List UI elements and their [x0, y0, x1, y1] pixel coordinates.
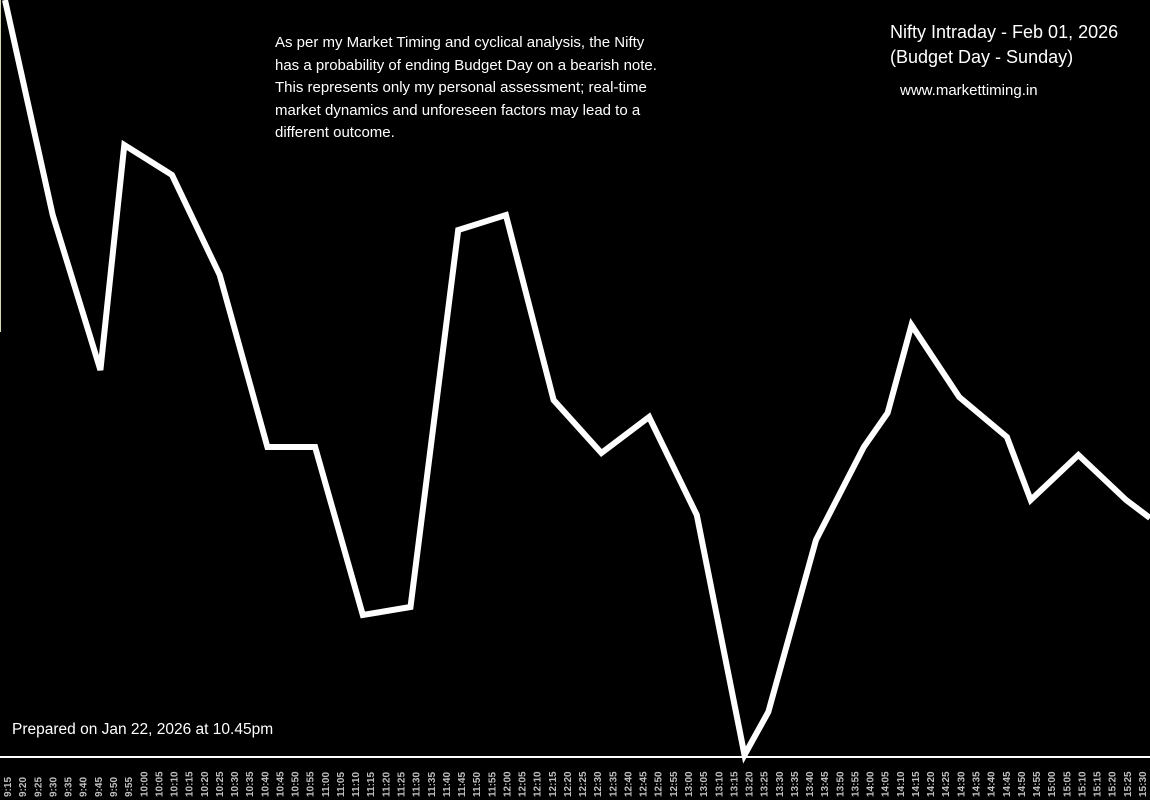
x-tick-label: 14:10 — [896, 771, 907, 797]
x-tick-label: 12:30 — [593, 771, 604, 797]
x-tick-label: 11:55 — [487, 772, 498, 797]
analysis-note: As per my Market Timing and cyclical ana… — [275, 34, 657, 141]
x-tick-label: 13:10 — [714, 771, 725, 797]
x-tick-label: 10:25 — [215, 771, 226, 797]
x-tick-label: 13:20 — [745, 771, 756, 797]
website-label: www.markettiming.in — [900, 82, 1038, 99]
x-tick-label: 12:10 — [533, 771, 544, 797]
x-tick-label: 10:30 — [230, 771, 241, 797]
x-tick-label: 11:15 — [366, 772, 377, 797]
x-tick-label: 9:15 — [3, 777, 14, 797]
x-tick-label: 15:05 — [1062, 771, 1073, 797]
chart-subtitle: (Budget Day - Sunday) — [890, 47, 1074, 67]
x-tick-label: 10:20 — [200, 771, 211, 797]
x-tick-label: 10:10 — [170, 771, 181, 797]
x-tick-label: 14:35 — [971, 771, 982, 797]
x-tick-label: 14:55 — [1032, 771, 1043, 797]
x-tick-label: 9:30 — [48, 777, 59, 797]
x-tick-label: 10:05 — [154, 771, 165, 797]
x-tick-label: 14:00 — [866, 771, 877, 797]
x-tick-label: 11:40 — [442, 772, 453, 797]
x-tick-label: 10:50 — [291, 771, 302, 797]
x-tick-label: 15:25 — [1123, 771, 1134, 797]
x-tick-label: 12:55 — [669, 771, 680, 797]
x-tick-label: 12:00 — [502, 771, 513, 797]
x-tick-label: 11:00 — [321, 772, 332, 797]
x-tick-label: 14:45 — [1002, 771, 1013, 797]
x-tick-label: 15:15 — [1093, 771, 1104, 797]
x-tick-label: 13:45 — [820, 771, 831, 797]
chart-title: Nifty Intraday - Feb 01, 2026 — [890, 22, 1119, 42]
x-tick-label: 11:05 — [336, 772, 347, 797]
x-tick-label: 12:45 — [639, 771, 650, 797]
x-tick-label: 11:30 — [412, 772, 423, 797]
x-tick-label: 13:05 — [699, 771, 710, 797]
x-tick-label: 14:20 — [926, 771, 937, 797]
prepared-date-label: Prepared on Jan 22, 2026 at 10.45pm — [12, 721, 274, 738]
x-tick-label: 10:55 — [306, 771, 317, 797]
x-tick-label: 13:15 — [729, 771, 740, 797]
x-tick-label: 14:05 — [881, 771, 892, 797]
x-tick-label: 10:15 — [185, 771, 196, 797]
x-tick-label: 12:25 — [578, 771, 589, 797]
x-tick-label: 12:35 — [608, 771, 619, 797]
x-tick-label: 11:25 — [396, 772, 407, 797]
x-tick-label: 14:30 — [956, 771, 967, 797]
x-tick-label: 11:35 — [427, 772, 438, 797]
x-tick-label: 12:50 — [654, 771, 665, 797]
x-tick-label: 15:20 — [1108, 771, 1119, 797]
x-tick-label: 11:50 — [472, 772, 483, 797]
x-tick-label: 13:50 — [835, 771, 846, 797]
series-line — [2, 0, 1150, 764]
x-tick-label: 13:30 — [775, 771, 786, 797]
x-tick-label: 13:00 — [684, 771, 695, 797]
x-tick-label: 14:40 — [987, 771, 998, 797]
chart-title-block: Nifty Intraday - Feb 01, 2026 (Budget Da… — [877, 20, 1137, 101]
x-tick-label: 13:35 — [790, 771, 801, 797]
x-tick-label: 9:55 — [124, 777, 135, 797]
x-tick-label: 15:00 — [1047, 771, 1058, 797]
x-tick-label: 15:10 — [1077, 771, 1088, 797]
x-tick-label: 9:40 — [79, 777, 90, 797]
x-tick-label: 13:25 — [760, 771, 771, 797]
x-tick-label: 9:20 — [18, 777, 29, 797]
x-tick-label: 9:25 — [33, 777, 44, 797]
x-tick-label: 11:20 — [381, 772, 392, 797]
x-tick-label: 15:30 — [1138, 771, 1149, 797]
x-tick-label: 9:35 — [64, 777, 75, 797]
x-tick-label: 12:05 — [518, 771, 529, 797]
x-tick-label: 14:25 — [941, 771, 952, 797]
x-tick-label: 13:55 — [850, 771, 861, 797]
x-tick-label: 12:15 — [548, 771, 559, 797]
x-tick-label: 11:10 — [351, 772, 362, 797]
x-tick-label: 10:35 — [245, 771, 256, 797]
x-tick-label: 10:45 — [275, 771, 286, 797]
series-group — [2, 0, 1150, 764]
x-tick-label: 14:50 — [1017, 771, 1028, 797]
x-axis-ticks: 9:15 9:20 9:25 9:30 9:35 9:40 9:45 9:50 9:55 10:0… — [3, 771, 1149, 797]
x-tick-label: 9:45 — [94, 777, 105, 797]
x-tick-label: 9:50 — [109, 777, 120, 797]
x-tick-label: 13:40 — [805, 771, 816, 797]
x-tick-label: 12:40 — [623, 771, 634, 797]
x-tick-label: 12:20 — [563, 771, 574, 797]
x-tick-label: 10:00 — [139, 771, 150, 797]
x-tick-label: 10:40 — [260, 771, 271, 797]
x-tick-label: 11:45 — [457, 772, 468, 797]
x-tick-label: 14:15 — [911, 771, 922, 797]
